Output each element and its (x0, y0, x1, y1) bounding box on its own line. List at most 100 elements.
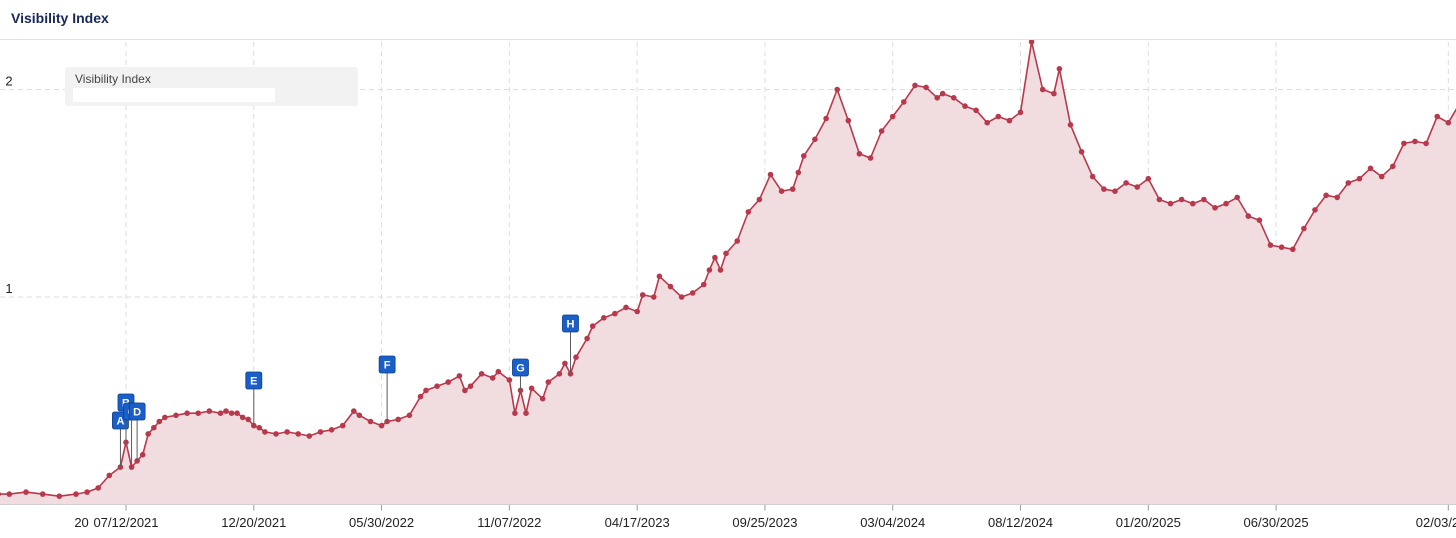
data-point (667, 283, 674, 290)
data-point (656, 273, 663, 280)
data-point (973, 107, 979, 114)
data-point (734, 238, 740, 244)
data-point (1345, 180, 1352, 186)
data-point (939, 90, 946, 97)
event-marker-d[interactable]: D (128, 402, 146, 461)
data-point (1390, 163, 1396, 170)
data-point (239, 414, 246, 421)
data-point (651, 294, 657, 300)
data-point (173, 412, 179, 419)
data-point (962, 103, 968, 109)
data-point (1201, 196, 1207, 203)
data-point (284, 429, 290, 435)
x-axis: 20 07/12/2021 12/20/2021 05/30/2022 11/07/20… (0, 504, 1456, 530)
data-point (634, 308, 640, 315)
event-marker-label: A (116, 416, 124, 428)
data-point (823, 115, 829, 122)
data-point (1078, 149, 1085, 155)
data-point (434, 383, 440, 390)
event-marker-flag (512, 358, 529, 377)
data-point (206, 408, 213, 414)
data-point (584, 335, 590, 342)
visibility-chart[interactable]: ABCDEFGHI 2007/12/202112/20/202105/30/20… (0, 40, 1456, 538)
data-point (1134, 184, 1140, 190)
data-point (1006, 117, 1013, 124)
data-point (139, 451, 146, 458)
event-marker-f[interactable]: F (378, 355, 396, 422)
data-point (145, 431, 151, 437)
chart-title: Visibility Index (11, 10, 109, 26)
data-point (717, 267, 724, 273)
y-axis: 12 (5, 74, 12, 297)
data-point (351, 408, 357, 414)
data-point (184, 410, 190, 417)
data-point (56, 493, 63, 500)
event-marker-flag (378, 355, 396, 374)
data-point (1212, 205, 1218, 211)
data-point (234, 410, 240, 417)
data-point (701, 281, 707, 288)
legend-value-field (73, 88, 275, 102)
event-marker-h[interactable]: H (562, 314, 579, 374)
data-point (245, 416, 251, 423)
data-point (195, 410, 201, 417)
data-point (1028, 40, 1035, 45)
x-tick-label: 05/30/2022 (349, 515, 414, 530)
data-point (295, 431, 302, 437)
legend: Visibility Index (65, 67, 358, 106)
data-point (1278, 244, 1285, 250)
data-point (1412, 138, 1418, 145)
event-markers[interactable]: ABCDEFGHI (112, 128, 1456, 468)
x-tick-label: 02/03/2026 (1416, 515, 1456, 530)
x-tick-label: 07/12/2021 (93, 515, 158, 530)
event-marker-flag (128, 402, 146, 421)
data-point (1051, 90, 1057, 97)
data-point (528, 385, 535, 392)
data-point (573, 354, 579, 361)
event-marker-flag (245, 371, 263, 390)
data-point (1234, 194, 1240, 201)
data-point (539, 395, 546, 402)
data-point (73, 491, 79, 497)
data-point (1145, 175, 1152, 182)
data-point (262, 429, 268, 435)
legend-label: Visibility Index (75, 72, 151, 86)
data-point (489, 375, 496, 381)
data-point (478, 371, 485, 377)
data-point (556, 371, 563, 377)
data-point (912, 82, 918, 89)
event-marker-e[interactable]: E (245, 371, 263, 426)
data-point (789, 186, 796, 192)
data-point (1401, 140, 1407, 147)
data-point (495, 368, 502, 375)
data-point (456, 373, 463, 379)
data-point (162, 414, 168, 421)
data-point (712, 254, 718, 261)
data-point (23, 489, 29, 495)
data-point (951, 95, 957, 101)
event-marker-g[interactable]: G (512, 358, 529, 391)
data-point (1367, 165, 1374, 172)
y-tick-label: 2 (5, 74, 12, 89)
data-point (1290, 246, 1296, 253)
data-point (39, 491, 46, 497)
data-point (1089, 173, 1096, 180)
data-point (395, 416, 402, 423)
data-point (723, 250, 729, 257)
data-point (601, 315, 607, 321)
data-point (106, 472, 113, 479)
x-tick-label: 11/07/2022 (477, 515, 541, 530)
data-point (506, 377, 513, 383)
data-point (378, 422, 385, 429)
data-point (1039, 86, 1046, 93)
x-tick-label: 06/30/2025 (1244, 515, 1309, 530)
data-point (678, 294, 685, 300)
event-marker-label: F (384, 360, 391, 372)
data-point (706, 267, 713, 273)
data-point (934, 95, 940, 101)
data-point (1112, 188, 1118, 194)
series-area (0, 41, 1456, 505)
data-point (467, 383, 474, 390)
data-point (612, 310, 618, 317)
data-point (156, 418, 163, 425)
